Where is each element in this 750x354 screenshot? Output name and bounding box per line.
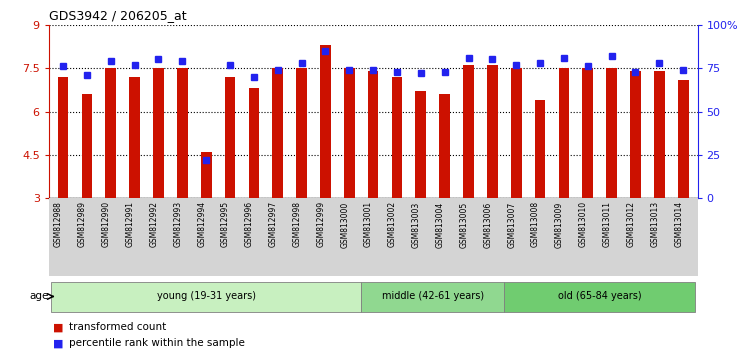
Text: GSM813004: GSM813004 xyxy=(436,201,445,247)
Bar xyxy=(654,71,664,198)
Text: GSM813008: GSM813008 xyxy=(531,201,540,247)
Text: GSM813003: GSM813003 xyxy=(412,201,421,247)
Text: GSM813006: GSM813006 xyxy=(484,201,493,247)
Text: GSM812996: GSM812996 xyxy=(244,201,254,247)
Text: GSM812989: GSM812989 xyxy=(78,201,87,247)
Bar xyxy=(82,94,92,198)
Bar xyxy=(606,68,617,198)
Text: GSM812994: GSM812994 xyxy=(197,201,206,247)
Text: GDS3942 / 206205_at: GDS3942 / 206205_at xyxy=(49,9,186,22)
Bar xyxy=(344,68,355,198)
Text: ■: ■ xyxy=(53,322,63,332)
Text: GSM812998: GSM812998 xyxy=(292,201,302,247)
Bar xyxy=(129,77,140,198)
Bar xyxy=(153,68,164,198)
Text: GSM812992: GSM812992 xyxy=(149,201,158,247)
Text: age: age xyxy=(29,291,49,302)
Text: GSM812995: GSM812995 xyxy=(221,201,230,247)
Text: GSM812988: GSM812988 xyxy=(54,201,63,247)
Bar xyxy=(416,91,426,198)
Bar xyxy=(559,68,569,198)
Bar xyxy=(58,77,68,198)
Bar xyxy=(487,65,498,198)
Bar xyxy=(392,77,402,198)
Text: GSM812999: GSM812999 xyxy=(316,201,326,247)
Text: GSM813013: GSM813013 xyxy=(650,201,659,247)
Bar xyxy=(630,71,640,198)
Bar xyxy=(272,68,283,198)
Text: GSM813001: GSM813001 xyxy=(364,201,373,247)
Text: GSM813007: GSM813007 xyxy=(507,201,516,247)
Text: young (19-31 years): young (19-31 years) xyxy=(157,291,256,302)
Text: GSM813009: GSM813009 xyxy=(555,201,564,247)
Text: GSM813014: GSM813014 xyxy=(674,201,683,247)
Text: GSM812993: GSM812993 xyxy=(173,201,182,247)
FancyBboxPatch shape xyxy=(362,282,504,312)
Text: GSM813002: GSM813002 xyxy=(388,201,397,247)
FancyBboxPatch shape xyxy=(51,282,362,312)
Bar xyxy=(201,152,211,198)
Bar xyxy=(225,77,236,198)
Bar xyxy=(535,100,545,198)
Bar xyxy=(440,94,450,198)
Text: GSM813005: GSM813005 xyxy=(460,201,469,247)
Text: GSM812991: GSM812991 xyxy=(125,201,134,247)
Text: old (65-84 years): old (65-84 years) xyxy=(558,291,641,302)
Text: percentile rank within the sample: percentile rank within the sample xyxy=(69,338,244,348)
Text: middle (42-61 years): middle (42-61 years) xyxy=(382,291,484,302)
Bar xyxy=(678,80,688,198)
Bar xyxy=(296,68,307,198)
Bar xyxy=(368,71,379,198)
Text: GSM813000: GSM813000 xyxy=(340,201,350,247)
Text: GSM812997: GSM812997 xyxy=(268,201,278,247)
Bar xyxy=(177,68,188,198)
Text: GSM813011: GSM813011 xyxy=(603,201,612,247)
Bar xyxy=(248,88,259,198)
Bar xyxy=(464,65,474,198)
Bar xyxy=(320,45,331,198)
FancyBboxPatch shape xyxy=(504,282,695,312)
Bar xyxy=(106,68,116,198)
Bar xyxy=(511,68,521,198)
Text: GSM813012: GSM813012 xyxy=(626,201,635,247)
Text: GSM812990: GSM812990 xyxy=(102,201,111,247)
Text: GSM813010: GSM813010 xyxy=(579,201,588,247)
Bar xyxy=(583,68,593,198)
Text: transformed count: transformed count xyxy=(69,322,166,332)
Text: ■: ■ xyxy=(53,338,63,348)
